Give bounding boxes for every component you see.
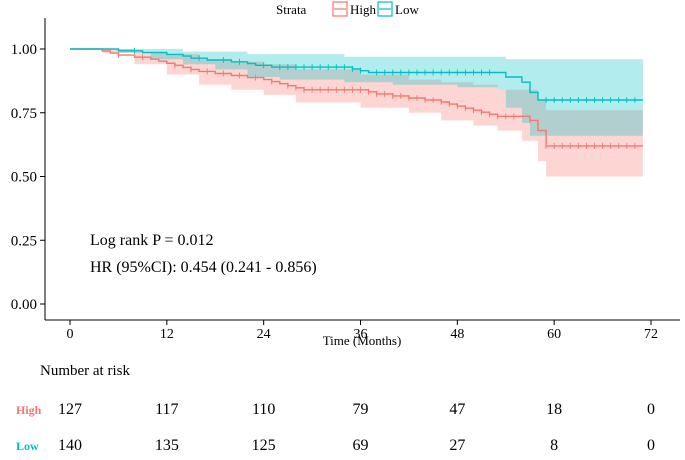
x-tick-label: 72 bbox=[644, 327, 658, 342]
x-tick-label: 60 bbox=[547, 327, 561, 342]
y-tick-label: 0.25 bbox=[11, 233, 37, 249]
y-axis-ticks: 0.00 0.25 0.50 0.75 1.00 bbox=[11, 42, 45, 313]
risk-count-low: 0 bbox=[647, 437, 655, 454]
risk-count-low: 125 bbox=[252, 437, 276, 454]
y-tick-label: 0.50 bbox=[11, 170, 37, 186]
risk-row-label-high: High bbox=[16, 403, 42, 417]
risk-count-high: 79 bbox=[353, 401, 369, 418]
ci-band-low bbox=[70, 49, 643, 136]
risk-count-high: 47 bbox=[449, 401, 465, 418]
legend-label-low: Low bbox=[395, 2, 419, 17]
legend: Strata High Low bbox=[276, 1, 419, 17]
y-tick-label: 0.75 bbox=[11, 106, 37, 122]
risk-count-low: 8 bbox=[550, 437, 558, 454]
risk-count-low: 135 bbox=[155, 437, 179, 454]
x-tick-label: 24 bbox=[257, 327, 271, 342]
risk-table: High 127 117 110 79 47 18 0 Low 140 135 125 69 27 8 0 bbox=[16, 401, 655, 454]
risk-count-high: 117 bbox=[155, 401, 178, 418]
legend-label-high: High bbox=[350, 2, 377, 17]
x-axis-label: Time (Months) bbox=[323, 333, 402, 348]
risk-count-high: 127 bbox=[58, 401, 82, 418]
y-tick-label: 1.00 bbox=[11, 42, 37, 58]
x-tick-label: 12 bbox=[160, 327, 174, 342]
risk-count-high: 110 bbox=[252, 401, 275, 418]
risk-count-high: 18 bbox=[546, 401, 562, 418]
risk-row-label-low: Low bbox=[16, 439, 39, 453]
censor-marks bbox=[117, 47, 636, 149]
risk-count-low: 27 bbox=[449, 437, 465, 454]
risk-count-low: 69 bbox=[353, 437, 369, 454]
risk-count-high: 0 bbox=[647, 401, 655, 418]
ci-band-high bbox=[70, 49, 643, 177]
risk-count-low: 140 bbox=[58, 437, 82, 454]
confidence-bands bbox=[70, 49, 643, 177]
x-axis-ticks: 0 12 24 36 48 60 72 bbox=[67, 320, 658, 342]
x-tick-label: 0 bbox=[67, 327, 74, 342]
pvalue-annotation: Log rank P = 0.012 bbox=[90, 232, 214, 249]
y-tick-label: 0.00 bbox=[11, 297, 37, 313]
x-tick-label: 48 bbox=[450, 327, 464, 342]
x-tick-label: 36 bbox=[354, 327, 368, 342]
hr-annotation: HR (95%CI): 0.454 (0.241 - 0.856) bbox=[90, 259, 317, 276]
legend-title: Strata bbox=[276, 2, 307, 17]
risk-table-title: Number at risk bbox=[40, 363, 130, 379]
